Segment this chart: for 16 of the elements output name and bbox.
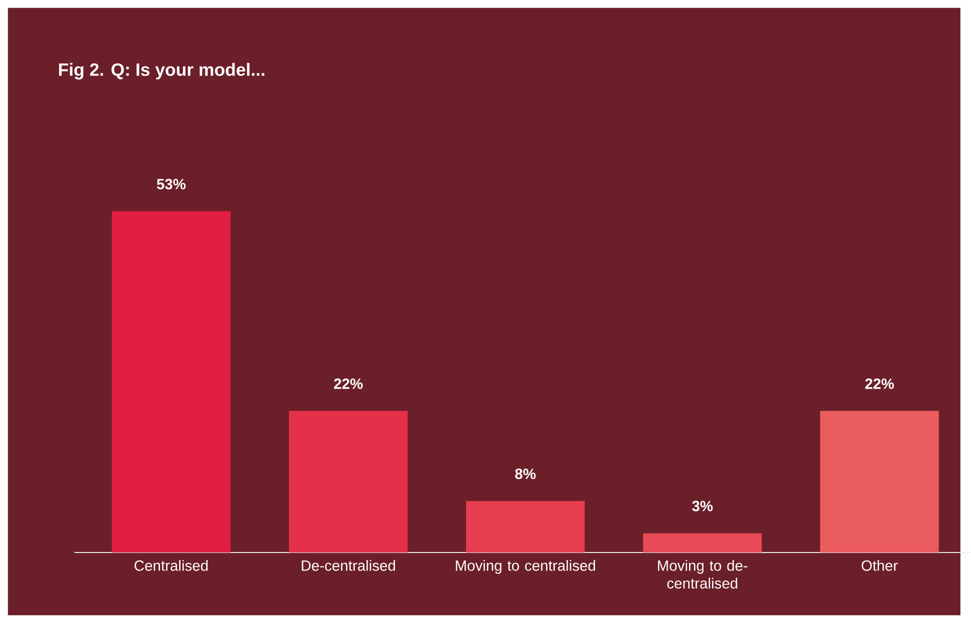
data-label: 53% — [156, 178, 186, 190]
data-label: 3% — [692, 500, 713, 512]
x-tick-label: Moving to de-centralised — [658, 560, 748, 588]
x-tick-label: Moving to centralised — [456, 560, 596, 574]
bar — [112, 211, 231, 552]
bar — [643, 533, 762, 552]
data-label: 22% — [865, 378, 894, 389]
data-label: 8% — [515, 468, 536, 479]
x-tick-label: De-centralised — [302, 560, 395, 571]
data-label: 22% — [334, 378, 363, 389]
bar — [466, 500, 585, 552]
chart-title: Fig 2. Q: Is your model... — [59, 62, 264, 80]
x-tick-label: Other — [862, 560, 898, 571]
bar — [820, 410, 939, 552]
x-tick-label: Centralised — [134, 560, 208, 571]
bar — [288, 410, 408, 552]
